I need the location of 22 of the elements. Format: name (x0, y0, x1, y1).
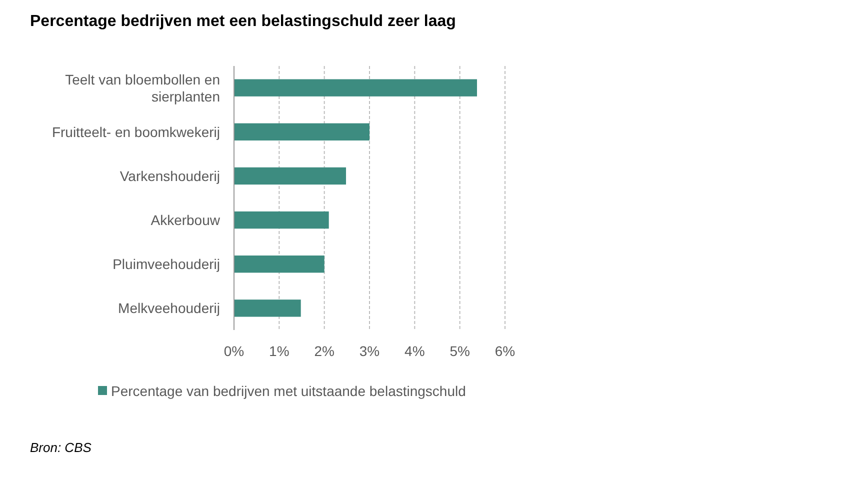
y-tick-label: Teelt van bloembollen en sierplanten (65, 71, 220, 104)
bar (234, 123, 370, 140)
bar (234, 167, 346, 185)
y-tick-label: Melkveehouderij (118, 300, 220, 316)
y-tick-label: Pluimveehouderij (112, 256, 220, 272)
bar (234, 300, 301, 317)
y-tick-label: Fruitteelt- en boomkwekerij (52, 124, 220, 140)
x-tick-label: 3% (359, 343, 380, 359)
x-tick-label: 6% (494, 343, 516, 359)
y-tick-label: Akkerbouw (150, 212, 221, 228)
chart-title: Percentage bedrijven met een belastingschuld zeer laag (30, 13, 456, 30)
text: Bron: CBS (30, 440, 92, 455)
x-tick-label: 5% (450, 343, 470, 359)
x-tick-label: 1% (269, 343, 290, 359)
legend-label: Percentage van bedrijven met uitstaande belastingschuld (111, 383, 466, 399)
bar (234, 79, 477, 96)
bar (234, 256, 324, 273)
bar (234, 211, 329, 229)
y-tick-label: Varkenshouderij (120, 168, 220, 184)
x-tick-label: 0% (224, 343, 244, 359)
x-tick-label: 2% (314, 343, 334, 359)
x-tick-label: 4% (404, 343, 425, 359)
